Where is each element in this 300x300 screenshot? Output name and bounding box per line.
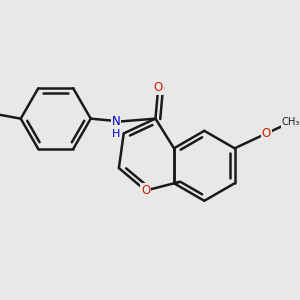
- Text: O: O: [154, 81, 163, 94]
- Text: O: O: [141, 184, 150, 197]
- Text: H: H: [112, 129, 120, 139]
- Text: O: O: [262, 127, 271, 140]
- Text: N: N: [112, 115, 121, 128]
- Text: CH₃: CH₃: [282, 117, 300, 127]
